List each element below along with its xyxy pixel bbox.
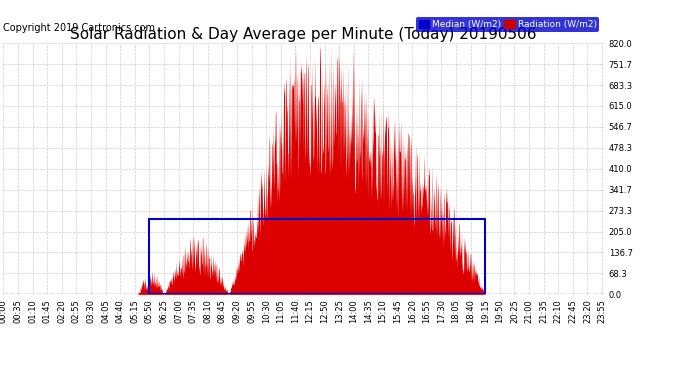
Bar — [150, 219, 485, 294]
Text: Copyright 2019 Cartronics.com: Copyright 2019 Cartronics.com — [3, 23, 155, 33]
Title: Solar Radiation & Day Average per Minute (Today) 20190506: Solar Radiation & Day Average per Minute… — [70, 27, 537, 42]
Legend: Median (W/m2), Radiation (W/m2): Median (W/m2), Radiation (W/m2) — [416, 18, 599, 32]
